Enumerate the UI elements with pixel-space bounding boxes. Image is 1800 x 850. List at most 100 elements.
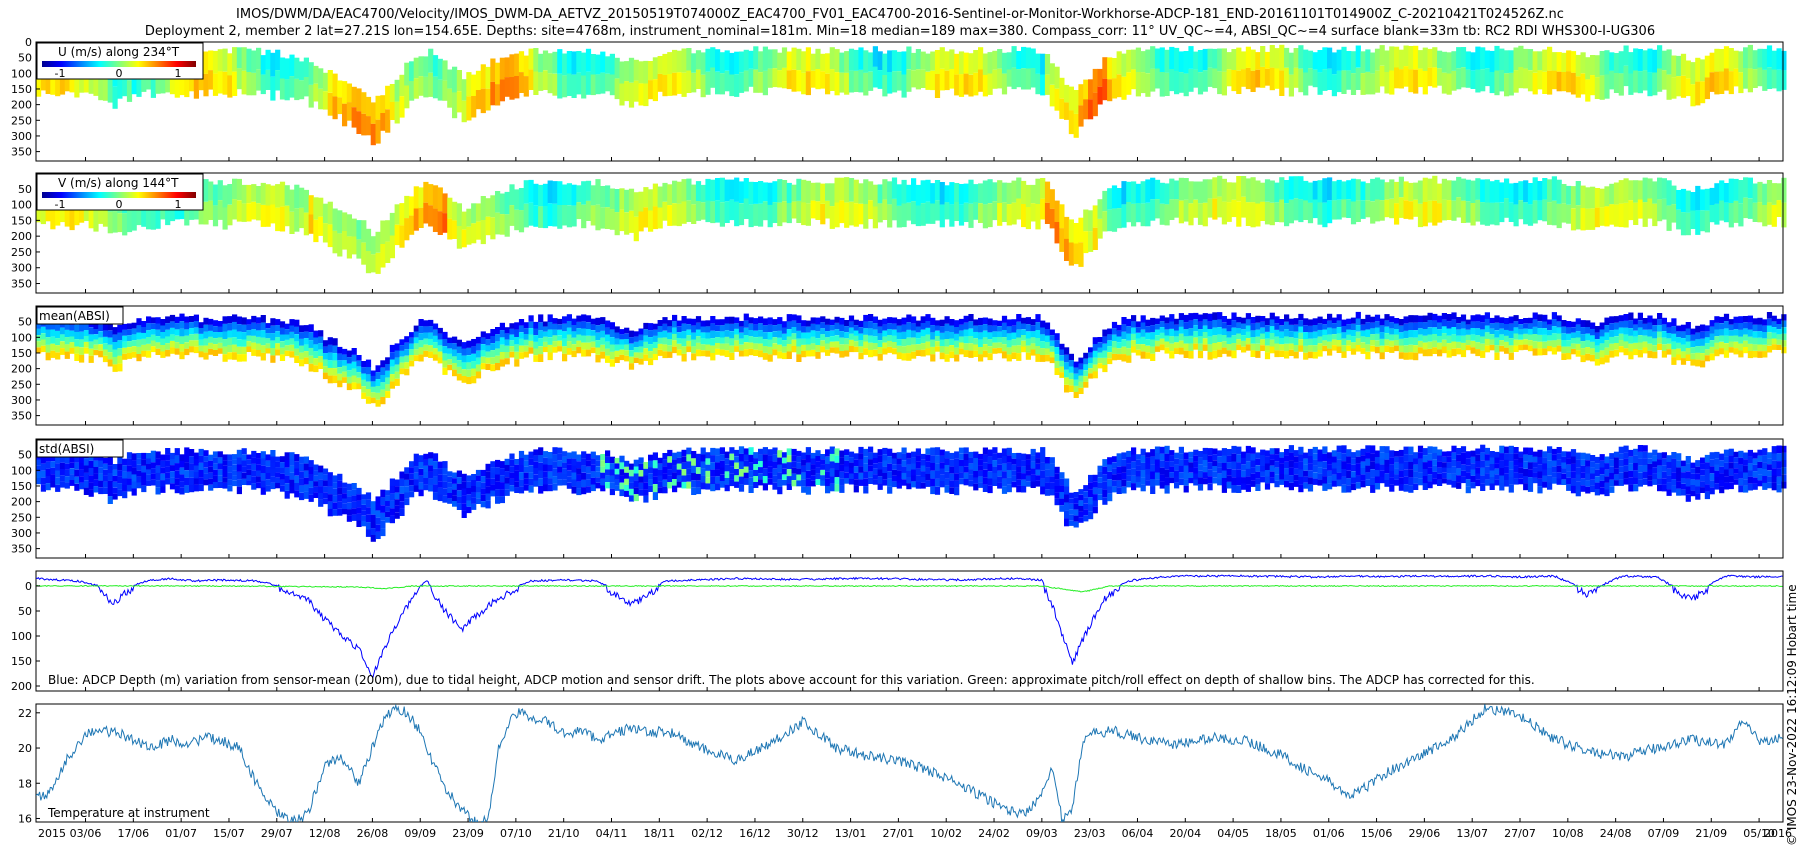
heatmap-cell xyxy=(1178,340,1184,348)
heatmap-cell xyxy=(1456,348,1462,355)
heatmap-cell xyxy=(1417,50,1424,69)
heatmap-cell xyxy=(925,348,931,356)
heatmap-cell xyxy=(1661,198,1667,220)
heatmap-cell xyxy=(1613,204,1620,227)
heatmap-cell xyxy=(939,352,945,360)
heatmap-cell xyxy=(590,341,596,348)
heatmap-cell xyxy=(155,348,161,355)
heatmap-cell xyxy=(356,220,362,240)
heatmap-cell xyxy=(1446,314,1452,322)
heatmap-cell xyxy=(208,466,214,473)
heatmap-cell xyxy=(313,464,319,471)
heatmap-cell xyxy=(1752,344,1758,351)
heatmap-cell xyxy=(327,201,333,225)
heatmap-cell xyxy=(1360,318,1366,325)
heatmap-cell xyxy=(1284,67,1290,88)
heatmap-cell xyxy=(361,373,367,380)
heatmap-cell xyxy=(552,181,558,204)
heatmap-cell xyxy=(260,487,266,495)
heatmap-cell xyxy=(1451,341,1457,349)
heatmap-cell xyxy=(1030,343,1036,350)
heatmap-cell xyxy=(136,339,142,347)
heatmap-cell xyxy=(992,453,998,461)
heatmap-cell xyxy=(758,448,764,455)
heatmap-cell xyxy=(1288,331,1294,338)
heatmap-cell xyxy=(557,447,563,454)
heatmap-cell xyxy=(122,491,128,499)
heatmap-cell xyxy=(1628,200,1634,221)
heatmap-cell xyxy=(934,330,941,336)
heatmap-cell xyxy=(1547,46,1553,71)
heatmap-cell xyxy=(973,350,979,357)
heatmap-cell xyxy=(1293,176,1299,199)
heatmap-cell xyxy=(1594,352,1600,359)
heatmap-cell xyxy=(1006,319,1012,327)
heatmap-cell xyxy=(605,482,611,489)
heatmap-cell xyxy=(260,480,266,488)
heatmap-cell xyxy=(1370,328,1376,335)
heatmap-cell xyxy=(313,83,319,102)
heatmap-cell xyxy=(1551,319,1557,327)
heatmap-cell xyxy=(313,481,319,487)
heatmap-cell xyxy=(1207,67,1213,87)
heatmap-cell xyxy=(1226,344,1232,351)
heatmap-cell xyxy=(585,466,592,474)
heatmap-cell xyxy=(652,354,658,361)
heatmap-cell xyxy=(198,345,204,352)
heatmap-cell xyxy=(825,471,831,479)
heatmap-cell xyxy=(562,474,568,480)
heatmap-cell xyxy=(370,236,376,255)
heatmap-cell xyxy=(322,359,329,367)
heatmap-cell xyxy=(165,323,171,330)
heatmap-cell xyxy=(1389,46,1395,71)
heatmap-cell xyxy=(695,322,702,330)
heatmap-cell xyxy=(1164,335,1170,342)
heatmap-cell xyxy=(915,320,921,327)
heatmap-cell xyxy=(45,344,51,353)
heatmap-cell xyxy=(633,494,639,502)
heatmap-cell xyxy=(150,75,156,98)
heatmap-cell xyxy=(265,348,271,354)
heatmap-cell xyxy=(829,453,835,462)
heatmap-cell xyxy=(1097,363,1103,369)
heatmap-cell xyxy=(155,451,161,459)
heatmap-cell xyxy=(566,348,572,355)
heatmap-cell xyxy=(217,475,223,482)
heatmap-cell xyxy=(772,482,778,490)
heatmap-cell xyxy=(1255,329,1261,337)
heatmap-cell xyxy=(1145,319,1151,327)
heatmap-cell xyxy=(1264,201,1271,225)
heatmap-cell xyxy=(810,330,816,337)
heatmap-cell xyxy=(1049,189,1055,209)
heatmap-cell xyxy=(934,463,941,471)
heatmap-cell xyxy=(958,184,965,205)
heatmap-cell xyxy=(657,73,663,92)
heatmap-cell xyxy=(1322,178,1328,203)
heatmap-cell xyxy=(552,468,558,477)
heatmap-cell xyxy=(1465,340,1471,346)
heatmap-cell xyxy=(428,458,434,466)
heatmap-cell xyxy=(126,471,133,479)
heatmap-cell xyxy=(275,331,281,338)
heatmap-cell xyxy=(1389,340,1395,347)
heatmap-cell xyxy=(399,345,405,351)
heatmap-cell xyxy=(801,486,807,493)
heatmap-cell xyxy=(1475,321,1481,329)
heatmap-cell xyxy=(1757,48,1763,68)
heatmap-cell xyxy=(413,453,419,461)
heatmap-cell xyxy=(609,209,615,230)
heatmap-cell xyxy=(155,465,161,473)
heatmap-cell xyxy=(648,344,654,352)
heatmap-cell xyxy=(762,201,768,221)
heatmap-cell xyxy=(1766,339,1773,346)
heatmap-cell xyxy=(1212,335,1218,343)
heatmap-cell xyxy=(719,481,725,488)
heatmap-cell xyxy=(303,338,309,345)
heatmap-cell xyxy=(958,74,965,97)
heatmap-cell xyxy=(676,481,682,488)
heatmap-cell xyxy=(796,70,802,92)
heatmap-cell xyxy=(1537,341,1543,349)
heatmap-cell xyxy=(605,469,611,476)
heatmap-cell xyxy=(289,338,295,345)
heatmap-cell xyxy=(715,476,721,484)
